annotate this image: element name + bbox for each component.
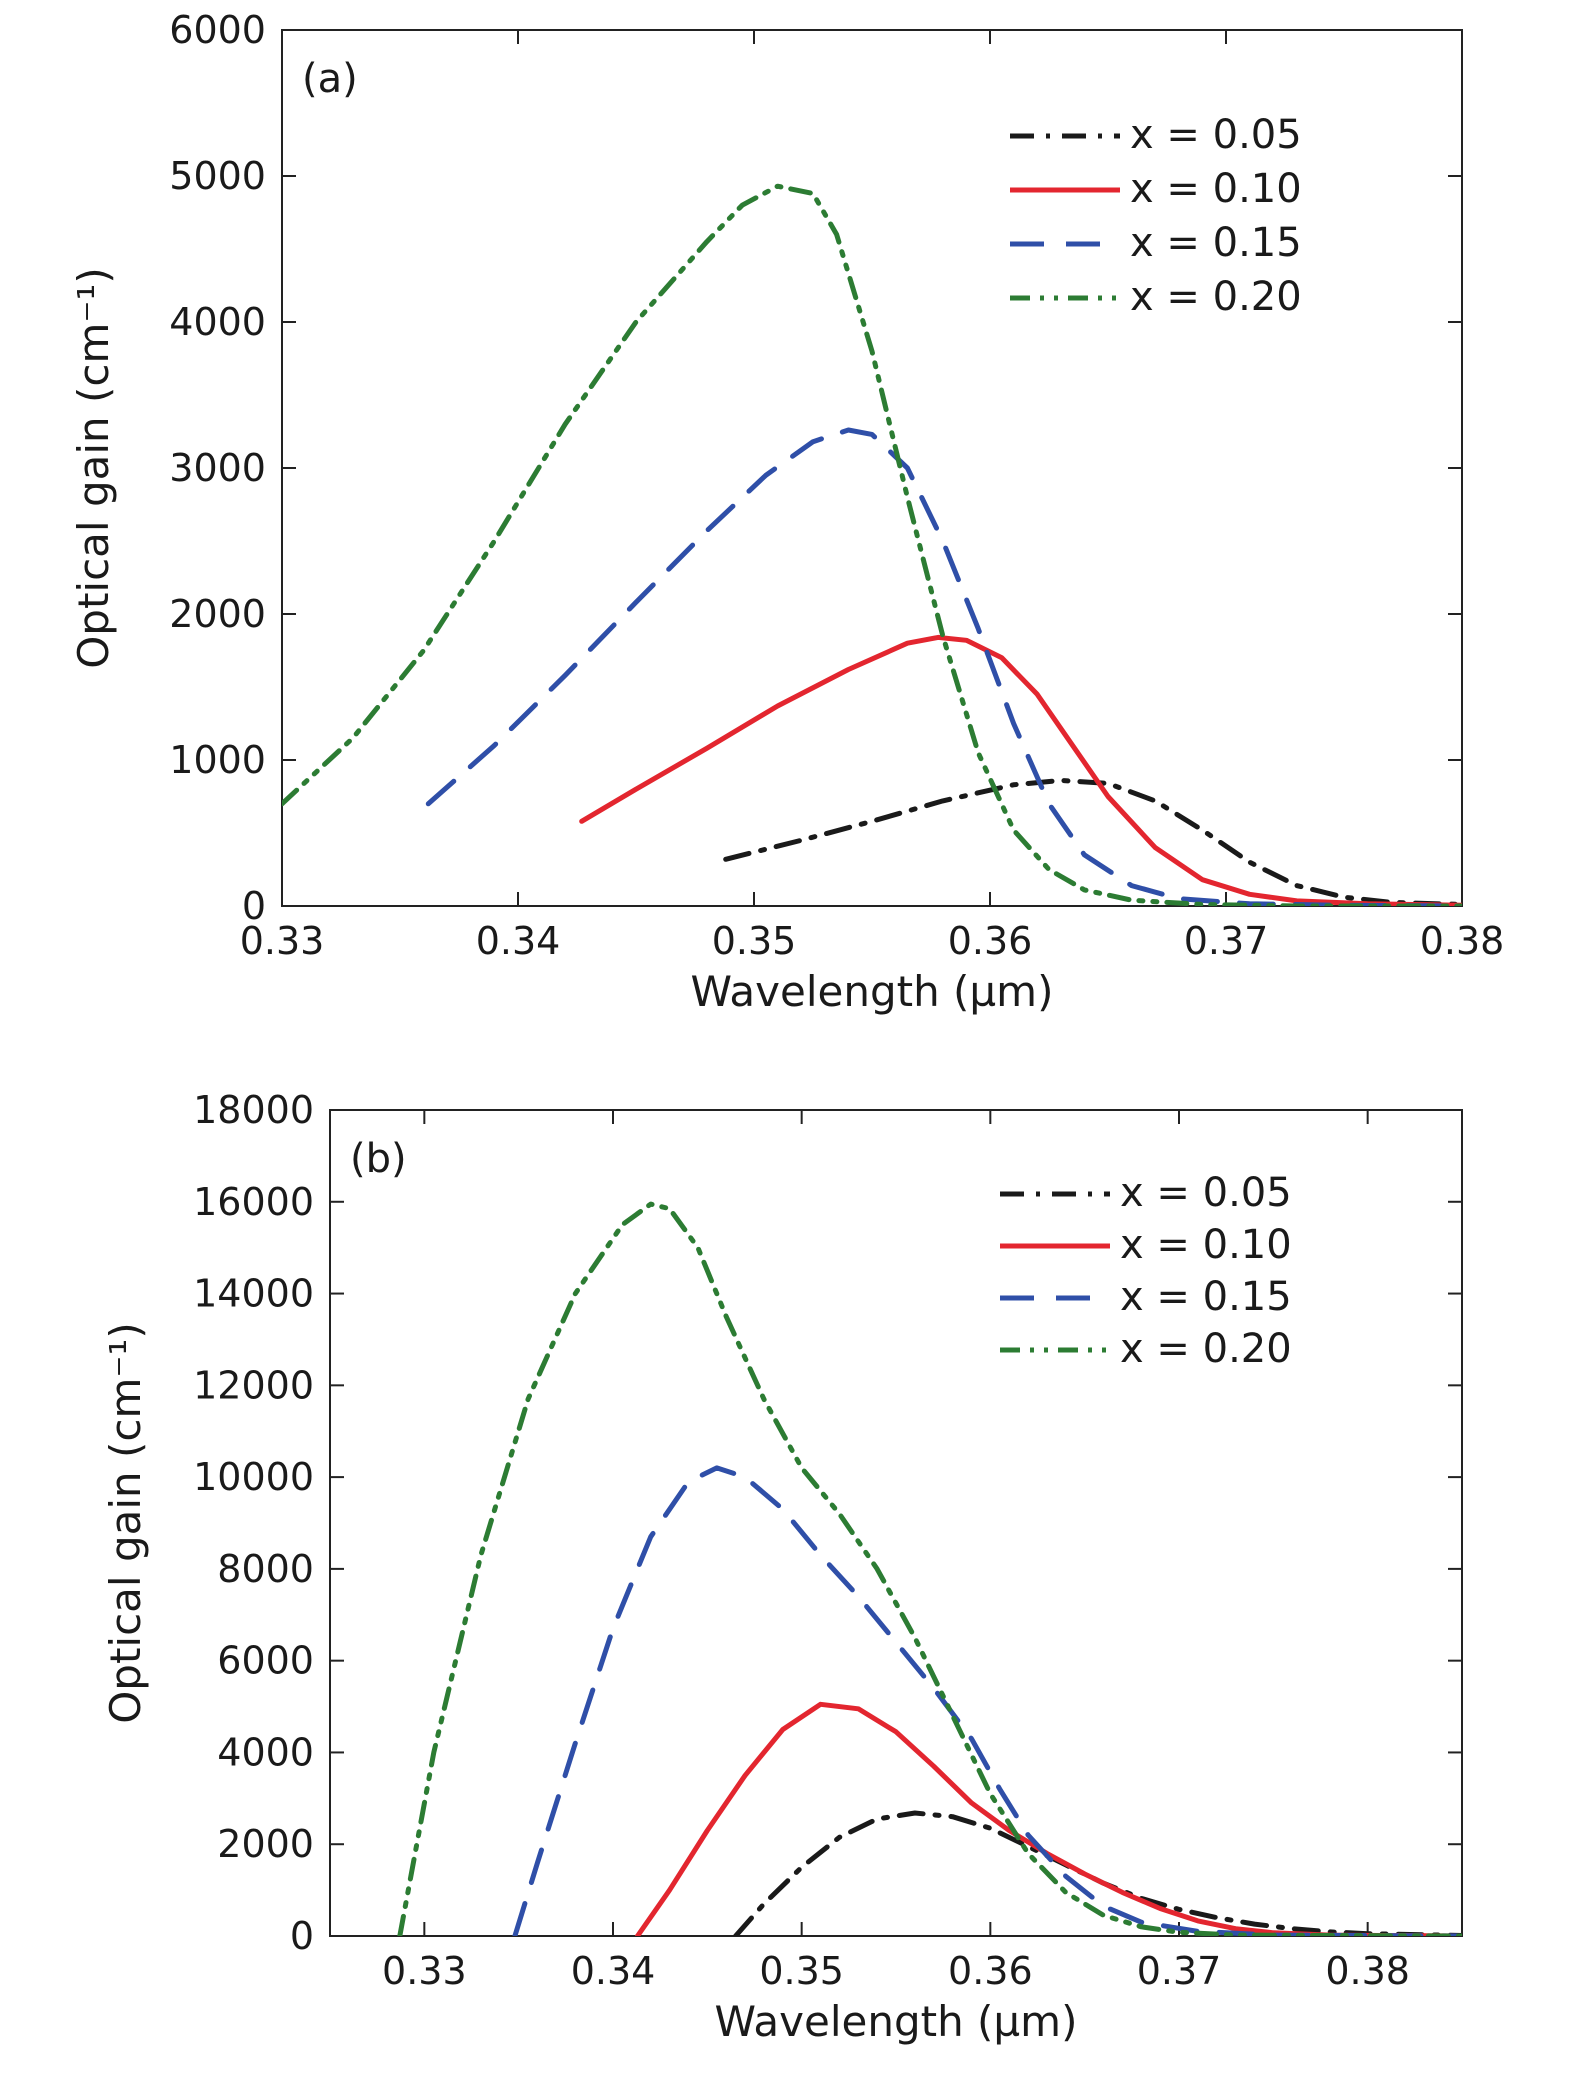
x-tick-label: 0.34 — [476, 919, 561, 963]
x-tick-label: 0.36 — [948, 1949, 1033, 1993]
y-tick-label: 4000 — [169, 300, 266, 344]
y-tick-label: 6000 — [217, 1639, 314, 1683]
x-tick-label: 0.33 — [382, 1949, 467, 1993]
y-tick-label: 6000 — [169, 8, 266, 52]
y-tick-label: 2000 — [217, 1822, 314, 1866]
chart-panel-b: 0.33 0.34 0.35 0.36 0.37 0.38 0 2000 4000 6000 800… — [101, 1088, 1463, 2046]
x-tick-label: 0.35 — [759, 1949, 844, 1993]
panel-label: (b) — [350, 1136, 407, 1182]
y-tick-label: 2000 — [169, 592, 266, 636]
legend-entry: x = 0.15 — [1120, 1274, 1292, 1320]
plot-frame — [329, 1109, 1463, 1937]
y-axis-label: Optical gain (cm⁻¹) — [101, 1322, 150, 1724]
x-tick-label: 0.34 — [571, 1949, 656, 1993]
legend-entry: x = 0.20 — [1120, 1326, 1292, 1372]
series-line-4 — [397, 1201, 1462, 1936]
legend-entry: x = 0.10 — [1130, 166, 1302, 212]
y-tick-label: 12000 — [193, 1363, 314, 1407]
series-line-3 — [425, 427, 1462, 906]
x-tick-label: 0.38 — [1325, 1949, 1410, 1993]
legend: x = 0.05 x = 0.10 x = 0.15 x = 0.20 — [1000, 1170, 1292, 1372]
y-tick-label: 3000 — [169, 446, 266, 490]
series-group — [282, 183, 1462, 906]
chart-panel-a: 0.33 0.34 0.35 0.36 0.37 0.38 0 1000 2000 3000 400… — [69, 8, 1504, 1016]
legend-entry: x = 0.05 — [1120, 1170, 1292, 1216]
legend-entry: x = 0.05 — [1130, 112, 1302, 158]
series-group — [397, 1201, 1462, 1936]
y-axis-label: Optical gain (cm⁻¹) — [69, 267, 118, 669]
y-tick-label: 5000 — [169, 154, 266, 198]
panel-label: (a) — [302, 56, 358, 102]
legend-entry: x = 0.20 — [1130, 274, 1302, 320]
x-axis-label: Wavelength (µm) — [715, 1997, 1078, 2046]
plot-frame — [281, 29, 1463, 907]
x-tick-label: 0.38 — [1420, 919, 1505, 963]
x-tick-label: 0.37 — [1137, 1949, 1222, 1993]
x-tick-label: 0.35 — [712, 919, 797, 963]
x-axis-label: Wavelength (µm) — [691, 967, 1054, 1016]
y-tick-label: 18000 — [193, 1088, 314, 1132]
series-line-2 — [635, 1701, 1462, 1936]
series-line-3 — [512, 1465, 1462, 1936]
series-line-4 — [282, 183, 1462, 906]
legend: x = 0.05 x = 0.10 x = 0.15 x = 0.20 — [1010, 112, 1302, 320]
series-line-1 — [733, 1810, 1462, 1936]
x-tick-label: 0.36 — [948, 919, 1033, 963]
y-tick-label: 10000 — [193, 1455, 314, 1499]
y-tick-label: 8000 — [217, 1547, 314, 1591]
y-tick-label: 0 — [290, 1914, 314, 1958]
series-line-2 — [579, 634, 1462, 906]
legend-entry: x = 0.10 — [1120, 1222, 1292, 1268]
legend-entry: x = 0.15 — [1130, 220, 1302, 266]
x-tick-label: 0.33 — [240, 919, 325, 963]
y-tick-label: 0 — [242, 884, 266, 928]
y-tick-label: 14000 — [193, 1272, 314, 1316]
y-tick-label: 1000 — [169, 738, 266, 782]
series-line-1 — [723, 777, 1462, 906]
y-tick-label: 16000 — [193, 1180, 314, 1224]
y-tick-label: 4000 — [217, 1730, 314, 1774]
x-tick-label: 0.37 — [1184, 919, 1269, 963]
